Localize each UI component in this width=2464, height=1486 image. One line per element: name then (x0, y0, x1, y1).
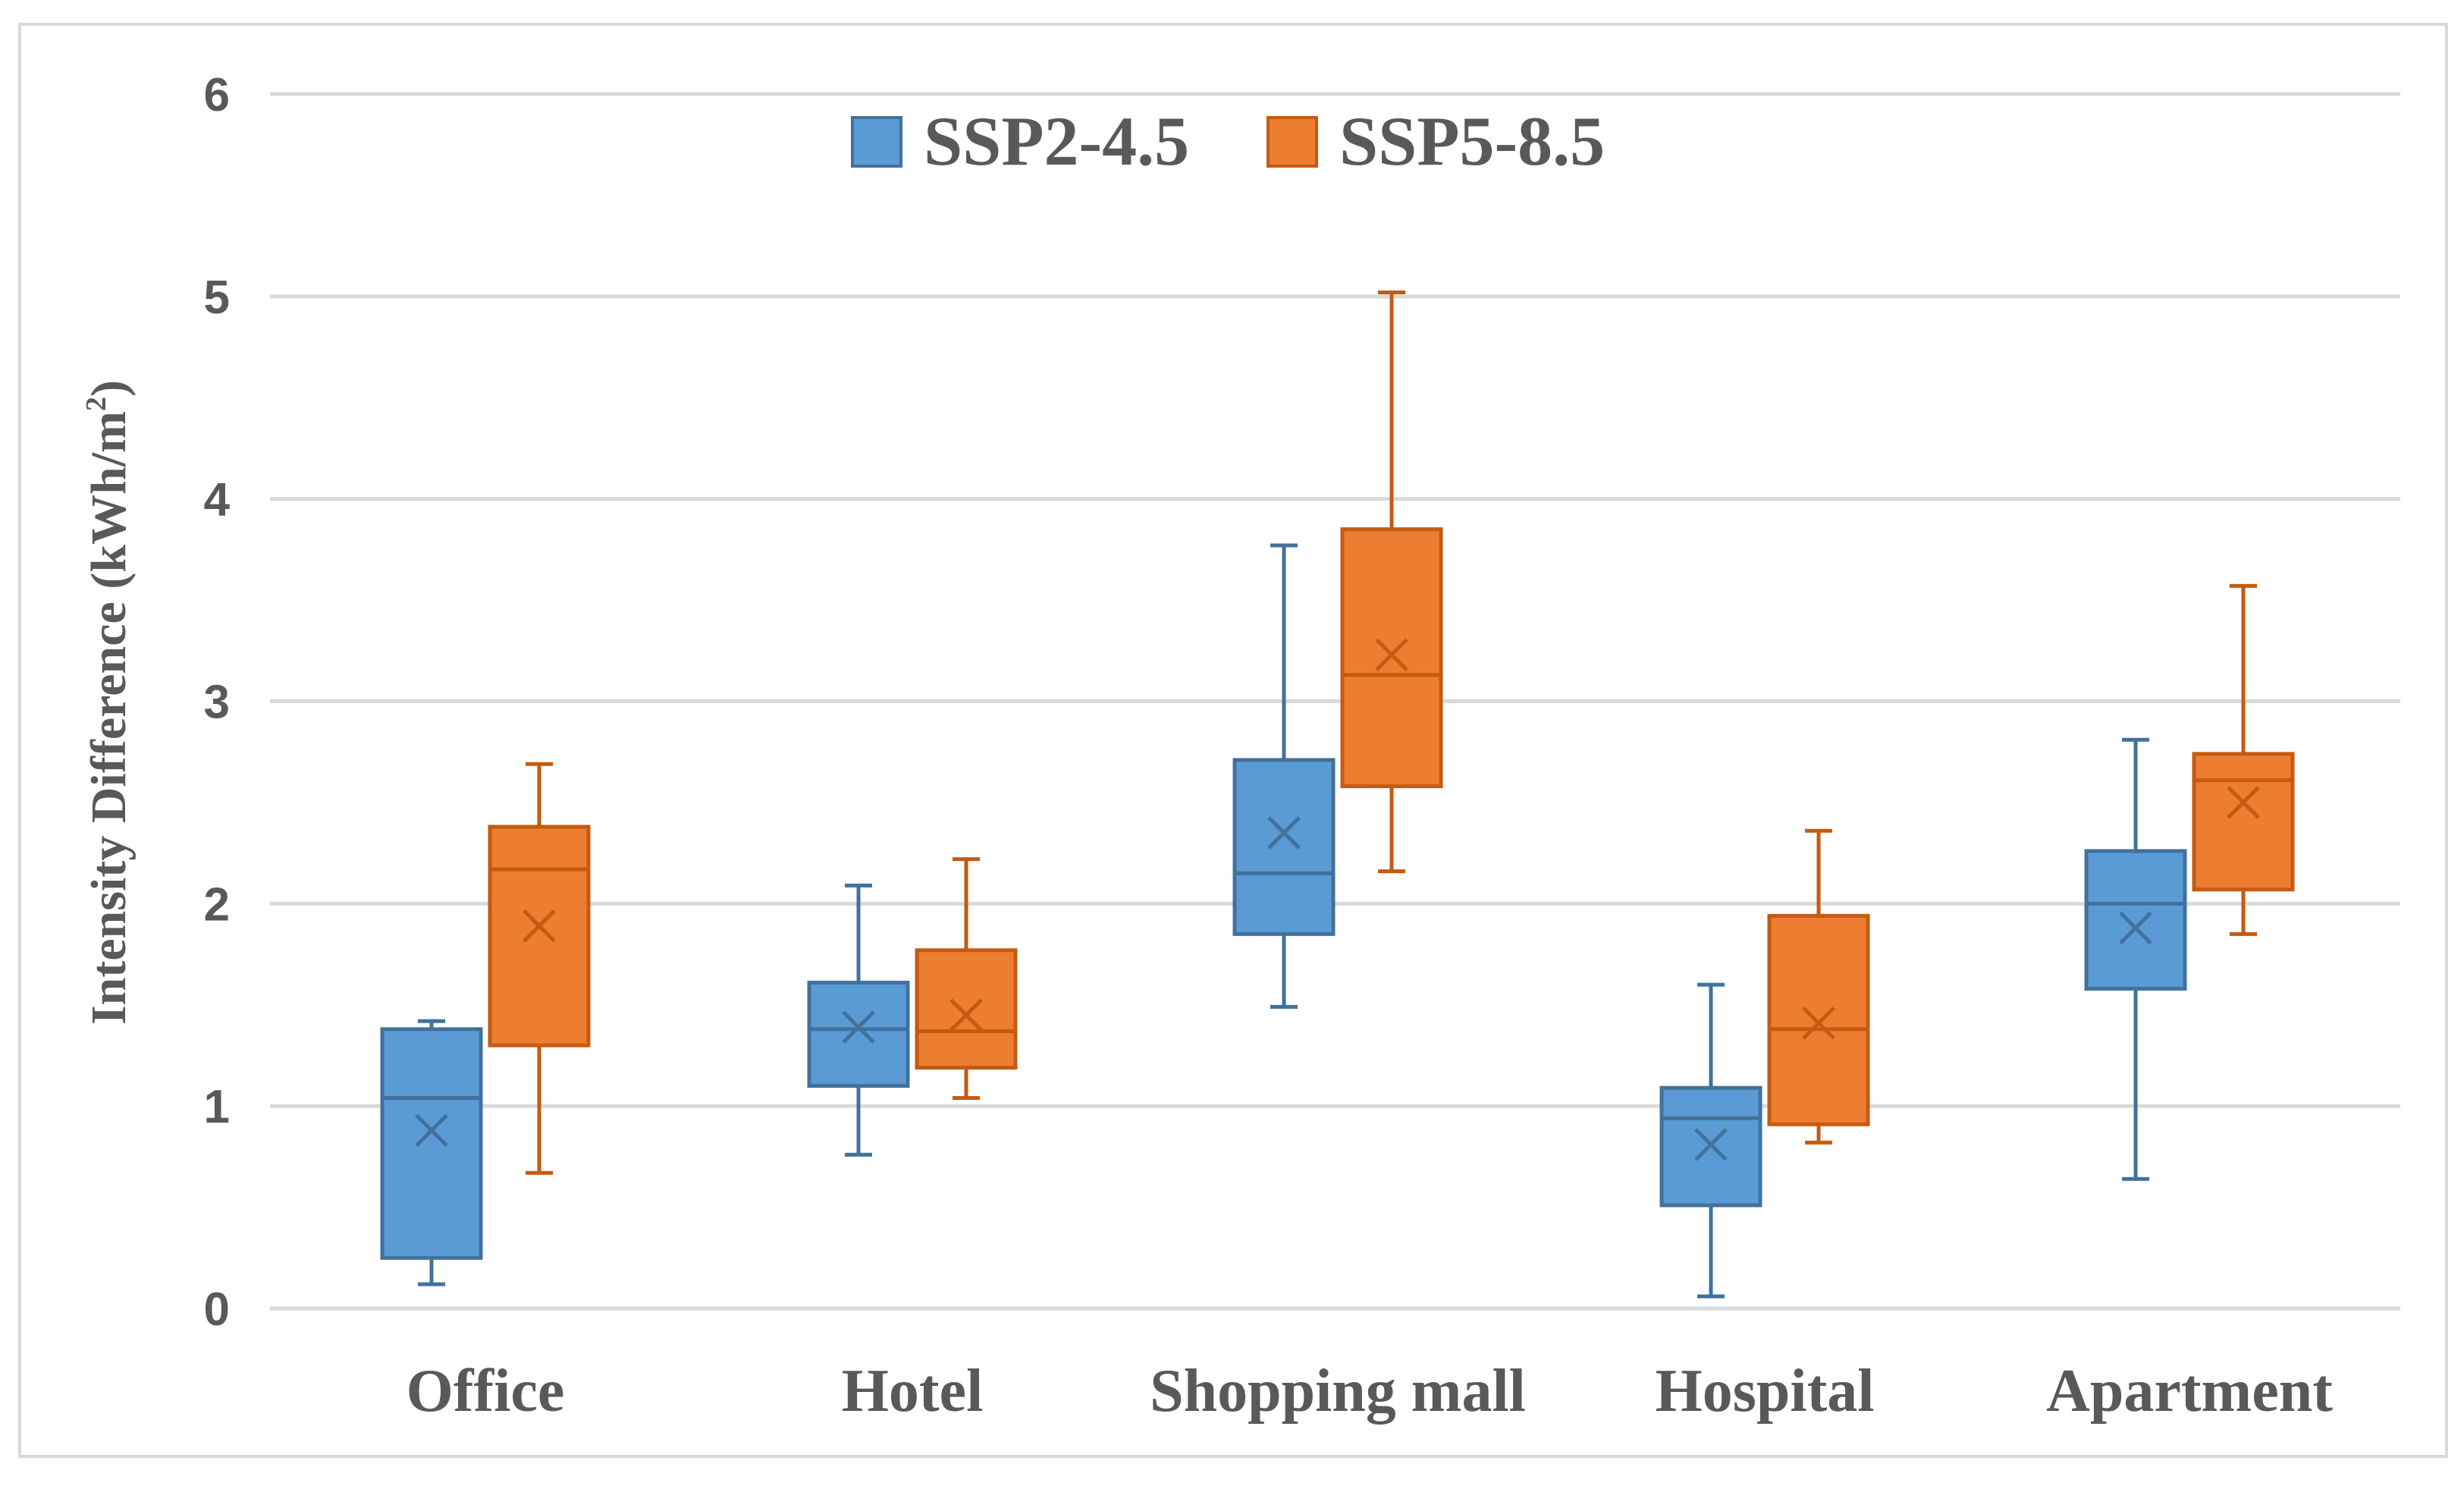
box-body (1232, 758, 1336, 936)
x-tick-label-0: Office (406, 1358, 565, 1425)
box-body (2192, 752, 2295, 892)
legend-label-ssp2: SSP2-4.5 (924, 102, 1189, 180)
mean-marker-b (950, 998, 983, 1032)
mean-marker-b (2227, 786, 2260, 819)
mean-marker-b (1267, 816, 1301, 850)
mean-marker-b (1802, 1006, 1835, 1040)
box-ssp5-8-5-4 (2192, 583, 2295, 936)
box-body (1767, 913, 1870, 1126)
box-ssp2-4-5-1 (807, 883, 910, 1157)
y-axis-title: Intensity Difference (kWh/m2) (80, 380, 137, 1025)
box-series (380, 290, 2295, 1299)
y-tick-label-0: 0 (204, 1283, 230, 1336)
box-body (488, 825, 591, 1048)
y-tick-label-6: 6 (204, 69, 230, 121)
mean-marker-b (2119, 911, 2152, 945)
box-ssp2-4-5-3 (1659, 982, 1762, 1299)
legend-swatch-ssp2 (851, 116, 902, 168)
grid-layer (270, 92, 2400, 1311)
x-tick-label-3: Hospital (1656, 1358, 1875, 1425)
x-tick-label-2: Shopping mall (1150, 1358, 1526, 1425)
mean-marker-b (1375, 638, 1408, 671)
box-body (1340, 527, 1443, 789)
box-ssp5-8-5-0 (488, 762, 591, 1175)
box-ssp5-8-5-1 (915, 857, 1018, 1100)
box-ssp5-8-5-3 (1767, 828, 1870, 1145)
y-tick-label-5: 5 (204, 272, 230, 324)
legend-swatch-ssp5 (1267, 116, 1318, 168)
box-ssp2-4-5-0 (380, 1019, 483, 1287)
x-tick-label-1: Hotel (842, 1358, 984, 1425)
box-ssp5-8-5-2 (1340, 290, 1443, 874)
mean-marker-b (1694, 1128, 1728, 1161)
y-tick-labels: 0 1 2 3 4 5 6 (204, 69, 231, 1336)
x-tick-label-4: Apartment (2046, 1358, 2333, 1425)
box-ssp2-4-5-2 (1232, 543, 1336, 1009)
mean-marker-b (523, 909, 556, 943)
box-body (807, 980, 910, 1088)
y-tick-label-1: 1 (204, 1081, 230, 1133)
legend: SSP2-4.5 SSP5-8.5 (851, 102, 1605, 180)
box-body (915, 948, 1018, 1070)
box-body (380, 1027, 483, 1260)
legend-label-ssp5: SSP5-8.5 (1339, 102, 1605, 180)
box-body (2084, 849, 2187, 991)
y-tick-label-3: 3 (204, 677, 230, 729)
x-tick-labels: Office Hotel Shopping mall Hospital Apartmen… (406, 1358, 2334, 1425)
box-ssp2-4-5-4 (2084, 737, 2187, 1181)
y-tick-label-4: 4 (204, 474, 231, 526)
mean-marker-b (842, 1010, 875, 1044)
mean-marker-b (415, 1114, 448, 1147)
y-tick-label-2: 2 (204, 878, 230, 931)
